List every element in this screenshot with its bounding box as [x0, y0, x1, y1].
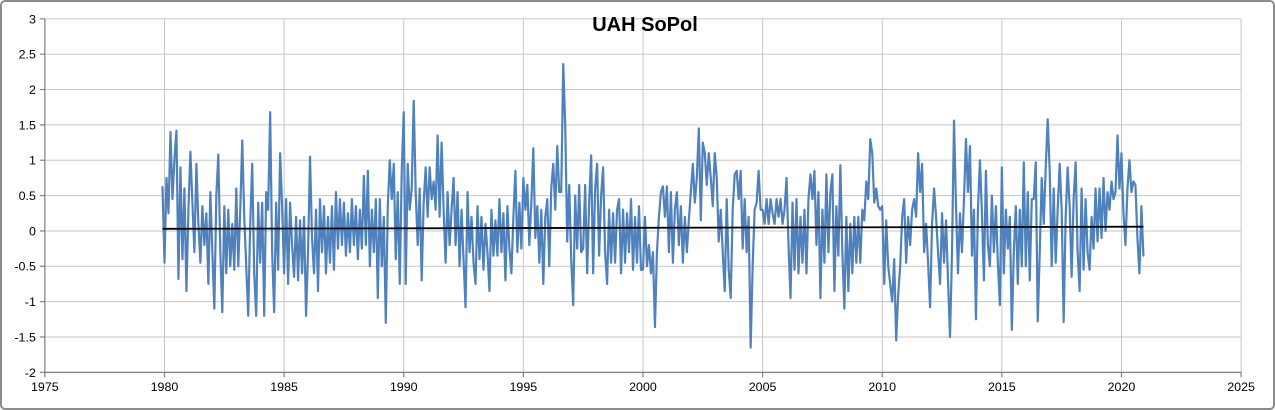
y-axis-tick-label: -0.5	[14, 260, 36, 274]
y-axis-tick-label: 0.5	[19, 189, 36, 203]
x-axis-tick-label: 2005	[749, 380, 777, 394]
x-axis-tick-label: 1995	[510, 380, 538, 394]
x-axis-tick-label: 2000	[629, 380, 657, 394]
x-axis-tick-label: 2020	[1108, 380, 1136, 394]
x-axis-tick-label: 1975	[31, 380, 59, 394]
y-axis-tick-label: 3	[29, 12, 36, 26]
x-axis-tick-label: 1985	[270, 380, 298, 394]
x-axis-tick-label: 2015	[988, 380, 1016, 394]
y-axis-tick-label: -2	[25, 366, 36, 380]
trend-line	[162, 225, 1144, 230]
axes	[39, 18, 1242, 378]
x-axis-tick-label: 1990	[390, 380, 418, 394]
y-axis-tick-label: 0	[29, 224, 36, 238]
x-axis-tick-label: 2025	[1227, 380, 1255, 394]
y-axis-tick-label: 1	[29, 154, 36, 168]
y-axis-tick-label: -1	[25, 295, 36, 309]
y-axis-tick-label: 1.5	[19, 118, 36, 132]
y-axis-tick-label: 2	[29, 83, 36, 97]
y-axis-tick-label: 2.5	[19, 48, 36, 62]
y-axis-tick-label: -1.5	[14, 330, 36, 344]
axis-tick-labels: -2 -1.5 -1 -0.5 0 0.5 1 1.5 2 2.5 3 1975 1980 1985 199…	[14, 12, 1255, 394]
x-axis-tick-label: 1980	[151, 380, 179, 394]
series-line	[161, 62, 1145, 349]
x-axis-tick-label: 2010	[868, 380, 896, 394]
